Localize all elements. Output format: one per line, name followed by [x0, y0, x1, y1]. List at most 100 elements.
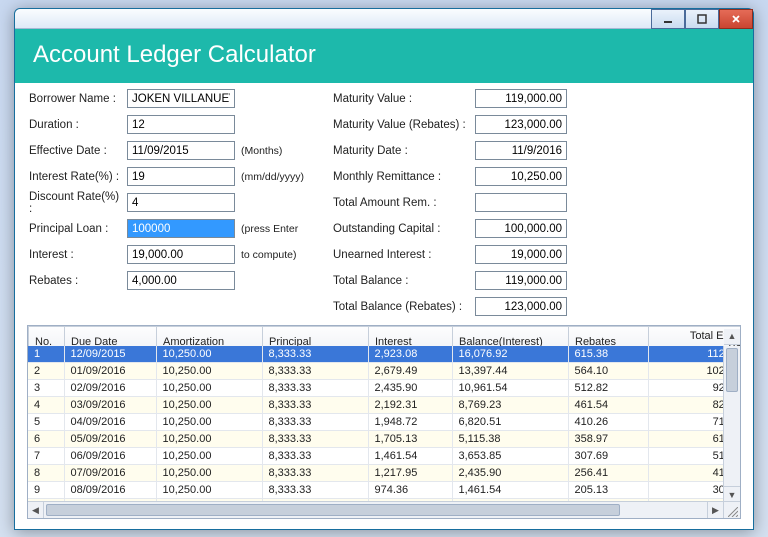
table-cell: 10,250.00 — [156, 413, 262, 430]
duration-input[interactable] — [127, 115, 235, 134]
resize-grip-icon[interactable] — [728, 506, 738, 516]
table-cell: 6 — [28, 430, 64, 447]
table-cell: 3,653.85 — [452, 447, 568, 464]
header: Account Ledger Calculator — [15, 29, 753, 83]
left-column: Borrower Name : Duration : Effective Dat… — [29, 89, 309, 317]
titlebar[interactable] — [15, 9, 753, 29]
table-cell: 04/09/2016 — [64, 413, 156, 430]
table-cell: 13,397.44 — [452, 362, 568, 379]
table-cell: 8,333.33 — [262, 396, 368, 413]
table-cell: 8,333.33 — [262, 362, 368, 379]
table-cell: 8,769.23 — [452, 396, 568, 413]
table-cell: 10,250.00 — [156, 464, 262, 481]
table-cell: 08/09/2016 — [64, 481, 156, 498]
maturity-value-output — [475, 89, 567, 108]
label-discount-rate: Discount Rate(%) : — [29, 191, 121, 215]
table-cell: 2,192.31 — [368, 396, 452, 413]
table-row[interactable]: 201/09/201610,250.008,333.332,679.4913,3… — [28, 362, 723, 379]
table-row[interactable]: 908/09/201610,250.008,333.33974.361,461.… — [28, 481, 723, 498]
ledger-table-body[interactable]: 112/09/201510,250.008,333.332,923.0816,0… — [28, 346, 723, 501]
table-cell: 8,333.33 — [262, 464, 368, 481]
table-cell: 8,333.33 — [262, 346, 368, 363]
label-interest: Interest : — [29, 249, 121, 261]
table-row[interactable]: 302/09/201610,250.008,333.332,435.9010,9… — [28, 379, 723, 396]
table-cell: 256.41 — [568, 464, 648, 481]
table-cell: 512.82 — [568, 379, 648, 396]
discount-rate-input[interactable] — [127, 193, 235, 212]
minimize-button[interactable] — [651, 9, 685, 29]
hint-enter-1: (press Enter — [241, 223, 298, 235]
page-title: Account Ledger Calculator — [33, 41, 316, 68]
scroll-up-icon[interactable]: ▲ — [724, 329, 740, 345]
label-maturity-value: Maturity Value : — [329, 93, 469, 105]
monthly-rem-output — [475, 167, 567, 186]
table-cell: 410.26 — [568, 413, 648, 430]
table-cell: 8 — [28, 464, 64, 481]
scroll-right-icon[interactable]: ▶ — [707, 502, 723, 518]
table-cell: 205.13 — [568, 481, 648, 498]
total-balance-output — [475, 271, 567, 290]
scroll-down-icon[interactable]: ▼ — [724, 486, 740, 502]
close-button[interactable] — [719, 9, 753, 29]
table-cell: 06/09/2016 — [64, 447, 156, 464]
maximize-button[interactable] — [685, 9, 719, 29]
table-cell: 8,333.33 — [262, 447, 368, 464]
table-cell: 615.38 — [568, 346, 648, 363]
table-cell: 9 — [28, 481, 64, 498]
borrower-input[interactable] — [127, 89, 235, 108]
table-cell: 12/09/2015 — [64, 346, 156, 363]
hint-months: (Months) — [241, 145, 282, 157]
table-cell: 03/09/2016 — [64, 396, 156, 413]
table-cell: 3 — [28, 379, 64, 396]
table-cell: 358.97 — [568, 430, 648, 447]
interest-input[interactable] — [127, 245, 235, 264]
label-duration: Duration : — [29, 119, 121, 131]
rebates-input[interactable] — [127, 271, 235, 290]
hscroll-thumb[interactable] — [46, 504, 620, 516]
table-cell: 307.69 — [568, 447, 648, 464]
table-cell: 07/09/2016 — [64, 464, 156, 481]
label-effective: Effective Date : — [29, 145, 121, 157]
app-window: Account Ledger Calculator Borrower Name … — [14, 8, 754, 530]
table-row[interactable]: 807/09/201610,250.008,333.331,217.952,43… — [28, 464, 723, 481]
table-row[interactable]: 605/09/201610,250.008,333.331,705.135,11… — [28, 430, 723, 447]
table-cell: 7 — [28, 447, 64, 464]
table-cell: 10,250.00 — [156, 481, 262, 498]
table-cell: 974.36 — [368, 481, 452, 498]
interest-rate-input[interactable] — [127, 167, 235, 186]
right-column: Maturity Value : Maturity Value (Rebates… — [329, 89, 739, 317]
label-principal: Principal Loan : — [29, 223, 121, 235]
table-row[interactable]: 112/09/201510,250.008,333.332,923.0816,0… — [28, 346, 723, 363]
vertical-scrollbar[interactable]: ▲ ▼ — [723, 346, 740, 501]
table-cell: 4 — [28, 396, 64, 413]
label-total-bal-reb: Total Balance (Rebates) : — [329, 301, 469, 313]
table-cell: 1,461.54 — [368, 447, 452, 464]
table-row[interactable]: 706/09/201610,250.008,333.331,461.543,65… — [28, 447, 723, 464]
table-cell: 16,076.92 — [452, 346, 568, 363]
effective-input[interactable] — [127, 141, 235, 160]
label-maturity-value-reb: Maturity Value (Rebates) : — [329, 119, 469, 131]
table-cell: 10,250.00 — [156, 430, 262, 447]
table-cell: 2,435.90 — [368, 379, 452, 396]
principal-input[interactable] — [127, 219, 235, 238]
table-cell: 10,250.00 — [156, 379, 262, 396]
label-monthly-rem: Monthly Remittance : — [329, 171, 469, 183]
table-cell: 10,250.00 — [156, 396, 262, 413]
table-cell: 10,250.00 — [156, 362, 262, 379]
label-total-amount-rem: Total Amount Rem. : — [329, 197, 469, 209]
table-cell: 564.10 — [568, 362, 648, 379]
vscroll-thumb[interactable] — [726, 348, 738, 392]
scroll-left-icon[interactable]: ◀ — [28, 502, 44, 518]
table-cell: 71,750.00 — [648, 413, 723, 430]
table-cell: 30,750.00 — [648, 481, 723, 498]
table-cell: 2,435.90 — [452, 464, 568, 481]
table-cell: 5 — [28, 413, 64, 430]
horizontal-scrollbar[interactable]: ◀ ▶ — [28, 501, 723, 518]
form-area: Borrower Name : Duration : Effective Dat… — [15, 83, 753, 321]
table-cell: 92,250.00 — [648, 379, 723, 396]
table-cell: 1,705.13 — [368, 430, 452, 447]
label-borrower: Borrower Name : — [29, 93, 121, 105]
table-row[interactable]: 504/09/201610,250.008,333.331,948.726,82… — [28, 413, 723, 430]
maturity-date-output — [475, 141, 567, 160]
table-row[interactable]: 403/09/201610,250.008,333.332,192.318,76… — [28, 396, 723, 413]
